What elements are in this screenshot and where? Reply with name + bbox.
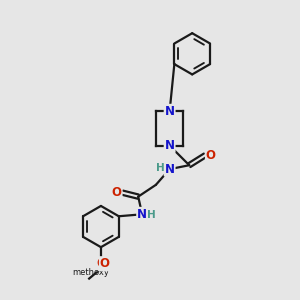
Text: N: N [165, 139, 175, 152]
Text: H: H [156, 163, 165, 173]
Text: O: O [206, 149, 216, 162]
Text: O: O [112, 186, 122, 199]
Text: O: O [96, 257, 106, 270]
Text: N: N [165, 163, 175, 176]
Text: N: N [165, 105, 175, 118]
Text: O: O [100, 257, 110, 270]
Text: H: H [147, 210, 155, 220]
Text: methoxy: methoxy [73, 268, 110, 277]
Text: N: N [137, 208, 147, 221]
